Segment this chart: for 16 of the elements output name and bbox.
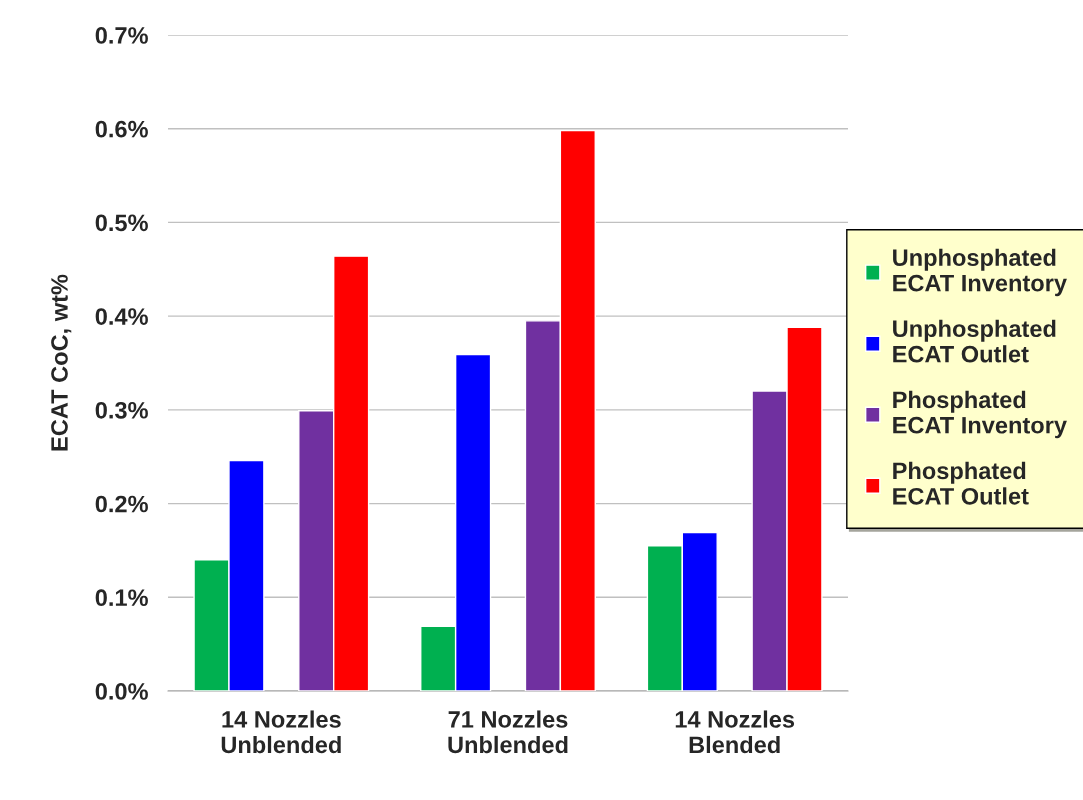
y-tick-label: 0.6% (95, 120, 148, 138)
x-tick-label: 14 Nozzles Unblended (221, 710, 341, 754)
x-tick-label: 71 Nozzles Unblended (448, 710, 568, 754)
legend-label: Phosphated ECAT Inventory (893, 390, 1067, 439)
y-tick-label: 0.2% (95, 495, 148, 513)
y-tick-label: 0.7% (95, 27, 148, 44)
x-tick-label: 14 Nozzles Blended (675, 710, 795, 754)
legend-label: Unphosphated ECAT Inventory (893, 248, 1067, 297)
y-tick-label: 0.1% (95, 589, 148, 607)
y-tick-label: 0.3% (95, 401, 148, 419)
y-tick-label: 0.0% (95, 683, 148, 700)
y-tick-label: 0.5% (95, 214, 148, 232)
legend-label: Unphosphated ECAT Outlet (893, 319, 1056, 363)
y-tick-label: 0.4% (95, 308, 148, 325)
legend-label: Phosphated ECAT Outlet (893, 461, 1029, 505)
y-axis-title: ECAT CoC, wt% (51, 274, 72, 451)
